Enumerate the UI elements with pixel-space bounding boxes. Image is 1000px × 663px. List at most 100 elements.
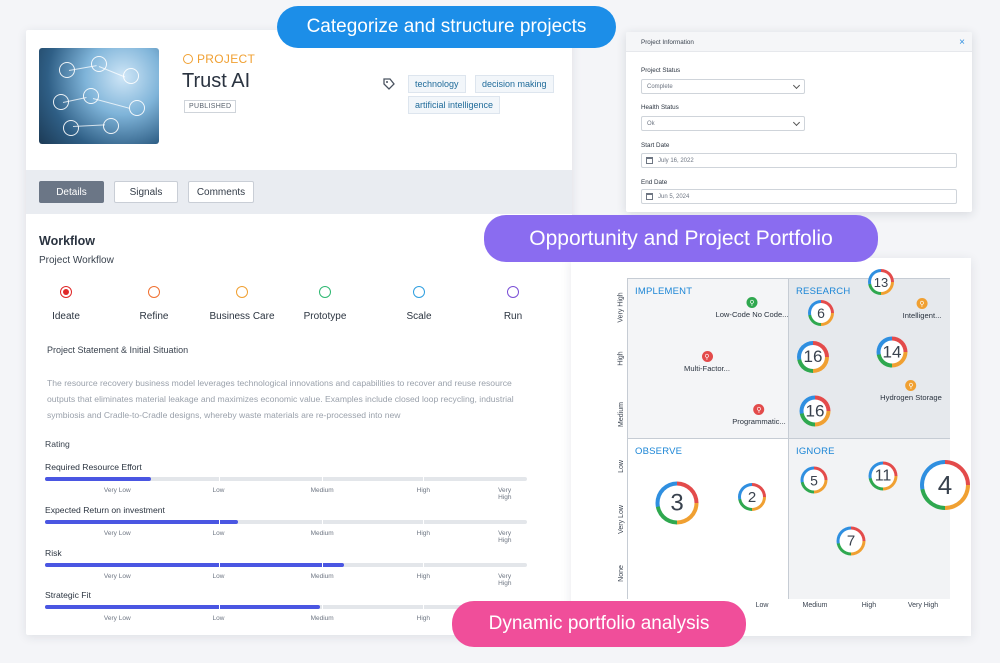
rating-slider[interactable] [45,475,527,483]
scale-label: High [416,573,431,580]
rating-name: Expected Return on investment [45,505,165,515]
scale-label: Very Low [103,530,131,537]
project-ring[interactable]: 2 [738,483,766,511]
tag-decision-making[interactable]: decision making [475,75,554,93]
stage-label: Prototype [303,311,347,322]
workflow-stage-run[interactable]: Run [473,286,553,322]
tag-artificial-intelligence[interactable]: artificial intelligence [408,96,501,114]
rating-scale: Very Low Low Medium High Very High [45,530,527,544]
project-ring[interactable]: 7 [836,526,866,556]
y-axis-label: High [617,350,625,366]
project-ring[interactable]: 13 [868,269,894,295]
rating-item: Required Resource Effort Very Low Low Mediu… [45,462,527,501]
scale-label: Low [212,615,225,622]
project-ring[interactable]: 14 [876,336,908,368]
project-ring[interactable]: 11 [868,461,898,491]
rating-name: Strategic Fit [45,590,91,600]
rating-heading: Rating [45,439,70,449]
project-ring-value: 5 [810,472,818,488]
rating-tick [218,603,220,611]
chevron-down-icon [792,81,801,90]
callout-portfolio: Opportunity and Project Portfolio [484,215,878,262]
opportunity-icon: ⚲ [905,380,917,391]
tab-comments[interactable]: Comments [188,181,254,203]
workflow-stage-refine[interactable]: Refine [114,286,194,322]
portfolio-matrix: IMPLEMENT RESEARCH OBSERVE IGNORE [627,278,950,599]
project-ring[interactable]: 6 [808,300,834,326]
start-date-label: Start Date [641,142,670,149]
stage-circle-icon [236,286,248,298]
tag-icon [383,78,395,90]
calendar-icon [646,157,653,164]
rating-tick [218,475,220,483]
end-date-label: End Date [641,179,668,186]
rating-tick [423,561,425,569]
x-axis-label: Very High [907,602,939,609]
project-ring-value: 7 [846,532,856,550]
workflow-stage-business-care[interactable]: Business Care [202,286,282,322]
project-ring-value: 16 [803,347,823,366]
callout-categorize: Categorize and structure projects [277,6,616,48]
scale-label: Very Low [103,573,131,580]
start-date-field[interactable]: July 16, 2022 [641,153,957,168]
scale-label: Medium [310,615,334,622]
opportunity-marker[interactable]: ⚲ Programmatic... [732,404,786,426]
scale-label: Very High [498,573,512,587]
workflow-stage-ideate[interactable]: Ideate [26,286,106,322]
rating-slider[interactable] [45,518,527,526]
quadrant-title: IMPLEMENT [635,286,693,297]
opportunity-label: Programmatic... [732,417,786,426]
end-date-field[interactable]: Jun 5, 2024 [641,189,957,204]
statement-heading: Project Statement & Initial Situation [47,345,189,355]
scale-label: Medium [310,573,334,580]
quadrant-title: RESEARCH [796,286,851,297]
project-ring[interactable]: 16 [799,395,831,427]
project-ring-value: 16 [805,401,825,420]
stage-circle-icon [148,286,160,298]
close-icon[interactable]: × [959,37,965,48]
project-ring-value: 14 [882,342,902,361]
start-date-value: July 16, 2022 [658,158,694,164]
project-ring[interactable]: 16 [797,341,829,373]
project-kind-label: PROJECT [183,52,255,66]
workflow-subtitle: Project Workflow [39,255,114,266]
rating-tick [322,603,324,611]
stage-label: Refine [139,311,169,322]
tab-details[interactable]: Details [39,181,104,203]
project-ring-value: 11 [874,467,892,484]
rating-item: Risk Very Low Low Medium High Very High [45,548,527,587]
rating-slider[interactable] [45,561,527,569]
project-ring[interactable]: 5 [800,466,828,494]
rating-tick [218,518,220,526]
rating-slider[interactable] [45,603,527,611]
workflow-stage-prototype[interactable]: Prototype [285,286,365,322]
project-ring-value: 3 [670,489,684,516]
project-ring[interactable]: 3 [655,481,699,525]
opportunity-icon: ⚲ [746,297,758,308]
rating-tick [423,603,425,611]
workflow-stage-scale[interactable]: Scale [379,286,459,322]
tag-technology[interactable]: technology [408,75,466,93]
scale-label: Very Low [103,615,131,622]
project-ring-value: 4 [937,469,953,500]
y-axis-label: Low [617,459,625,473]
project-info-panel: Project Information × Project Status Com… [626,32,972,212]
project-ring[interactable]: 4 [920,460,970,510]
project-ring-value: 2 [747,488,757,506]
opportunity-marker[interactable]: ⚲ Low-Code No Code... [715,297,789,319]
opportunity-icon: ⚲ [701,351,713,362]
scale-label: Very Low [103,487,131,494]
opportunity-marker[interactable]: ⚲ Hydrogen Storage [880,380,942,402]
opportunity-icon: ⚲ [916,298,928,309]
y-axis-label: Very High [617,291,625,323]
health-status-select[interactable]: Ok [641,116,805,131]
x-axis-label: Medium [802,602,828,609]
opportunity-marker[interactable]: ⚲ Intelligent... [903,298,941,320]
calendar-icon [646,193,653,200]
rating-tick [322,561,324,569]
opportunity-marker[interactable]: ⚲ Multi-Factor... [684,351,730,373]
project-status-select[interactable]: Complete [641,79,805,94]
quadrant-title: OBSERVE [635,446,683,457]
project-image [39,48,159,144]
tab-signals[interactable]: Signals [114,181,178,203]
